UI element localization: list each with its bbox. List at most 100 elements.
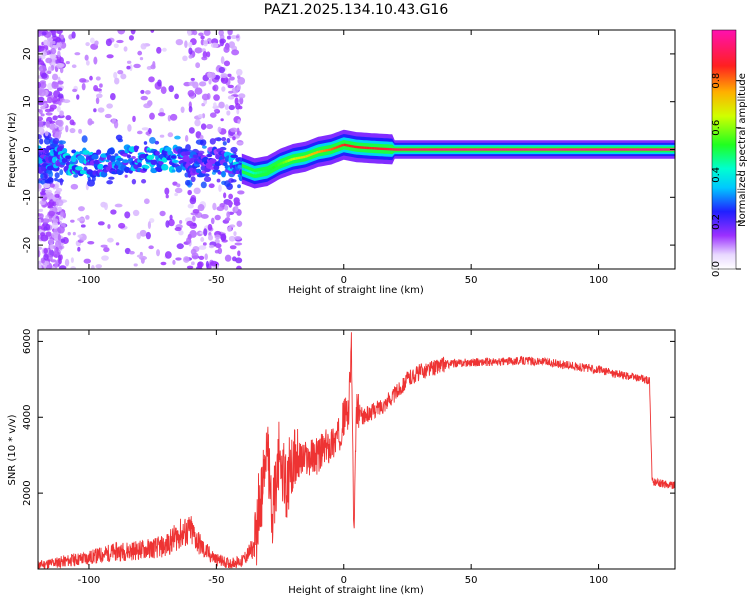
spectrogram-noise-blob — [165, 220, 170, 228]
spectrogram-noise-blob — [192, 30, 198, 36]
spectrogram-noise-blob — [54, 261, 59, 269]
spectrogram-noise-blob — [228, 105, 235, 111]
spectrogram-noise-blob — [198, 245, 207, 250]
spectrogram-ridge-core — [284, 159, 289, 164]
spectrogram-noise-blob — [220, 56, 225, 65]
spectrogram-noise-blob — [203, 228, 208, 237]
spectrogram-noise-blob — [90, 264, 95, 269]
spectrogram-noise-blob — [175, 38, 184, 46]
spectrogram-noise-blob — [174, 226, 182, 232]
spectrogram-noise-blob — [236, 68, 243, 76]
spectrogram-noise-blob — [200, 123, 207, 130]
spectrogram-noise-blob — [62, 99, 71, 104]
spectrogram-noise-blob — [234, 242, 243, 246]
spectrogram-noise-blob — [38, 109, 43, 115]
spectrogram-noise-blob — [38, 222, 41, 227]
spectrogram-noise-blob — [148, 245, 154, 250]
spectrogram-noise-blob — [231, 87, 239, 94]
spectrogram-noise-blob — [230, 146, 238, 153]
spectrogram-noise-blob — [199, 139, 207, 146]
spectrogram-noise-blob — [41, 100, 48, 104]
spectrogram-noise-blob — [212, 202, 217, 211]
spectrogram-noise-blob — [43, 226, 48, 231]
spectrogram-noise-blob — [202, 242, 207, 246]
spectrogram-noise-blob — [94, 40, 99, 46]
spectrogram-noise-blob — [239, 96, 244, 105]
spectrogram-noise-blob — [51, 81, 59, 89]
spectrogram-noise-blob — [145, 231, 151, 240]
spectrogram-noise-blob — [38, 219, 42, 224]
snr-panel: -100 -50 0 50 100 2000 4000 6000 Height of str… — [7, 329, 676, 596]
spectrogram-noise-blob — [51, 232, 59, 239]
spectrogram-noise-blob — [114, 203, 123, 208]
spectrogram-noise-blob — [198, 255, 205, 260]
spectrogram-noise-blob — [101, 255, 109, 261]
spectrogram-noise-blob — [143, 103, 152, 109]
spectrogram-noise-blob — [38, 208, 44, 213]
spectrogram-y-label: Frequency (Hz) — [7, 112, 18, 188]
snr-x-tick-label: 0 — [341, 575, 347, 586]
spectrogram-noise-blob — [48, 217, 53, 222]
colorbar-tick-label: 0.2 — [711, 214, 722, 230]
spectrogram-noise-blob — [236, 108, 240, 115]
spectrogram-noise-blob — [131, 178, 137, 185]
spectrogram-noise-blob — [201, 56, 208, 61]
spectrogram-noise-blob — [140, 43, 147, 50]
spectrogram-noise-blob — [186, 237, 192, 244]
spectrogram-noise-blob — [46, 70, 52, 75]
spectrogram-noise-blob — [220, 233, 227, 242]
spectrogram-noise-blob — [236, 220, 243, 227]
spectrogram-noise-blob — [116, 39, 124, 44]
spectrogram-noise-blob — [106, 54, 114, 59]
spectrogram-noise-blob — [187, 90, 195, 97]
spectrogram-noise-blob — [70, 219, 75, 223]
spectrogram-noise-blob — [223, 45, 230, 53]
spectrogram-noise-blob — [58, 258, 62, 265]
spectrogram-noise-blob — [49, 242, 54, 251]
spectrogram-ridge-blob — [184, 151, 191, 156]
spectrogram-noise-blob — [222, 141, 227, 146]
spectrogram-noise-blob — [179, 219, 183, 224]
spectrogram-noise-blob — [180, 106, 185, 114]
spectrogram-noise-blob — [220, 76, 229, 84]
colorbar-tick-label: 0.4 — [711, 167, 722, 183]
spectrogram-noise-blob — [168, 85, 174, 93]
spectrogram-x-label: Height of straight line (km) — [288, 285, 424, 296]
spectrogram-noise-blob — [197, 204, 205, 212]
spectrogram-noise-blob — [157, 112, 166, 117]
spectrogram-noise-blob — [127, 124, 132, 132]
spectrogram-noise-blob — [201, 113, 206, 119]
spectrogram-noise-blob — [52, 40, 56, 45]
spectrogram-noise-blob — [160, 86, 167, 94]
spectrogram-ridge-blob — [122, 159, 129, 164]
spectrogram-noise-blob — [165, 194, 169, 199]
spectrogram-noise-blob — [38, 55, 42, 59]
spectrogram-noise-blob — [52, 137, 60, 145]
spectrogram-noise-blob — [54, 131, 62, 140]
spectrogram-noise-blob — [237, 76, 246, 85]
spectrogram-noise-blob — [48, 99, 53, 103]
snr-x-ticks: -100 -50 0 50 100 — [78, 330, 608, 586]
spectrogram-noise-blob — [56, 98, 61, 102]
spectrogram-noise-blob — [58, 101, 62, 106]
spectrogram-noise-blob — [38, 134, 42, 140]
spectrogram-noise-blob — [115, 242, 120, 246]
spectrogram-noise-blob — [182, 55, 188, 62]
spectrogram-noise-blob — [148, 76, 155, 83]
spectrogram-ridge-blob — [221, 170, 226, 178]
colorbar-label: Normalized spectral amplitude — [737, 73, 748, 227]
spectrogram-noise-blob — [77, 217, 85, 222]
spectrogram-noise-blob — [229, 245, 237, 250]
colorbar-tick-label: 0.6 — [711, 120, 722, 136]
spectrogram-noise-blob — [59, 178, 64, 186]
spectrogram-noise-blob — [45, 120, 51, 128]
spectrogram-ridge-blob — [61, 158, 68, 163]
snr-frame — [37, 329, 676, 570]
spectrogram-noise-blob — [201, 93, 210, 101]
spectrogram-noise-blob — [65, 125, 69, 133]
spectrogram-noise-blob — [154, 140, 160, 145]
spectrogram-noise-blob — [150, 64, 156, 70]
spectrogram-ridge-core — [310, 152, 314, 156]
